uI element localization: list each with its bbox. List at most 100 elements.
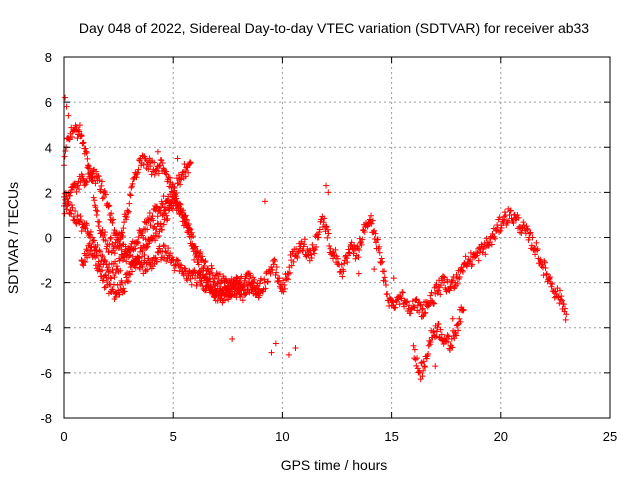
data-point	[81, 250, 88, 257]
data-point	[182, 173, 189, 180]
data-point	[125, 278, 132, 285]
data-point	[455, 327, 462, 334]
data-point	[119, 279, 126, 286]
data-point	[510, 219, 517, 226]
data-point	[240, 287, 247, 294]
data-point	[334, 255, 341, 262]
data-point	[194, 279, 201, 286]
data-point	[501, 213, 508, 220]
data-point	[175, 204, 182, 211]
data-point	[147, 261, 154, 268]
data-point	[502, 212, 509, 219]
data-point	[216, 287, 223, 294]
series-isolated-outliers	[62, 94, 456, 370]
data-point	[432, 363, 439, 370]
data-point	[154, 258, 161, 265]
data-point	[437, 326, 444, 333]
data-point	[78, 228, 85, 235]
data-point	[166, 174, 173, 181]
data-point	[308, 251, 315, 258]
data-point	[383, 291, 390, 298]
x-tick-label: 10	[275, 429, 289, 444]
data-point	[101, 232, 108, 239]
data-point	[426, 337, 433, 344]
data-point	[265, 278, 272, 285]
data-point	[61, 153, 68, 160]
data-point	[413, 296, 420, 303]
data-point	[144, 215, 151, 222]
data-point	[346, 249, 353, 256]
data-point	[112, 270, 119, 277]
data-point	[163, 171, 170, 178]
data-point	[96, 263, 103, 270]
data-point	[76, 128, 83, 135]
x-axis-label: GPS time / hours	[281, 457, 388, 473]
data-point	[541, 259, 548, 266]
data-point	[268, 349, 275, 356]
data-point	[371, 266, 378, 273]
data-point	[163, 249, 170, 256]
data-point	[466, 258, 473, 265]
data-point	[515, 214, 522, 221]
data-point	[66, 192, 73, 199]
data-point	[438, 331, 445, 338]
data-point	[459, 306, 466, 313]
data-point	[195, 269, 202, 276]
data-point	[70, 213, 77, 220]
data-point	[78, 132, 85, 139]
data-point	[460, 268, 467, 275]
data-point	[299, 247, 306, 254]
data-point	[110, 216, 117, 223]
data-point	[93, 168, 100, 175]
data-point	[233, 274, 240, 281]
data-point	[381, 268, 388, 275]
data-point	[127, 247, 134, 254]
data-point	[285, 276, 292, 283]
data-point	[507, 207, 514, 214]
data-point	[323, 224, 330, 231]
data-point	[447, 283, 454, 290]
data-point	[191, 267, 198, 274]
data-point	[82, 145, 89, 152]
data-point	[126, 200, 133, 207]
data-point	[144, 243, 151, 250]
data-point	[165, 204, 172, 211]
data-point	[83, 179, 90, 186]
data-point	[162, 248, 169, 255]
data-point	[62, 148, 69, 155]
series-main-track	[61, 122, 570, 323]
data-point	[556, 300, 563, 307]
data-point	[158, 226, 165, 233]
data-point	[176, 210, 183, 217]
data-point	[359, 236, 366, 243]
data-point	[458, 264, 465, 271]
data-point	[392, 304, 399, 311]
data-point	[488, 241, 495, 248]
data-point	[124, 209, 131, 216]
data-point	[111, 227, 118, 234]
data-point	[151, 171, 158, 178]
data-point	[107, 234, 114, 241]
data-point	[520, 219, 527, 226]
data-point	[343, 255, 350, 262]
data-point	[286, 269, 293, 276]
data-point	[457, 318, 464, 325]
data-point	[558, 293, 565, 300]
data-point	[290, 258, 297, 265]
data-point	[102, 229, 109, 236]
data-point	[188, 229, 195, 236]
data-point	[76, 218, 83, 225]
data-point	[63, 206, 70, 213]
data-point	[150, 263, 157, 270]
data-point	[272, 340, 279, 347]
data-point	[187, 275, 194, 282]
data-point	[471, 254, 478, 261]
data-point	[85, 251, 92, 258]
data-point	[69, 134, 76, 141]
data-point	[403, 299, 410, 306]
data-point	[396, 301, 403, 308]
data-point	[449, 277, 456, 284]
data-point	[83, 149, 90, 156]
series-fourth-track	[78, 159, 194, 303]
data-point	[184, 277, 191, 284]
